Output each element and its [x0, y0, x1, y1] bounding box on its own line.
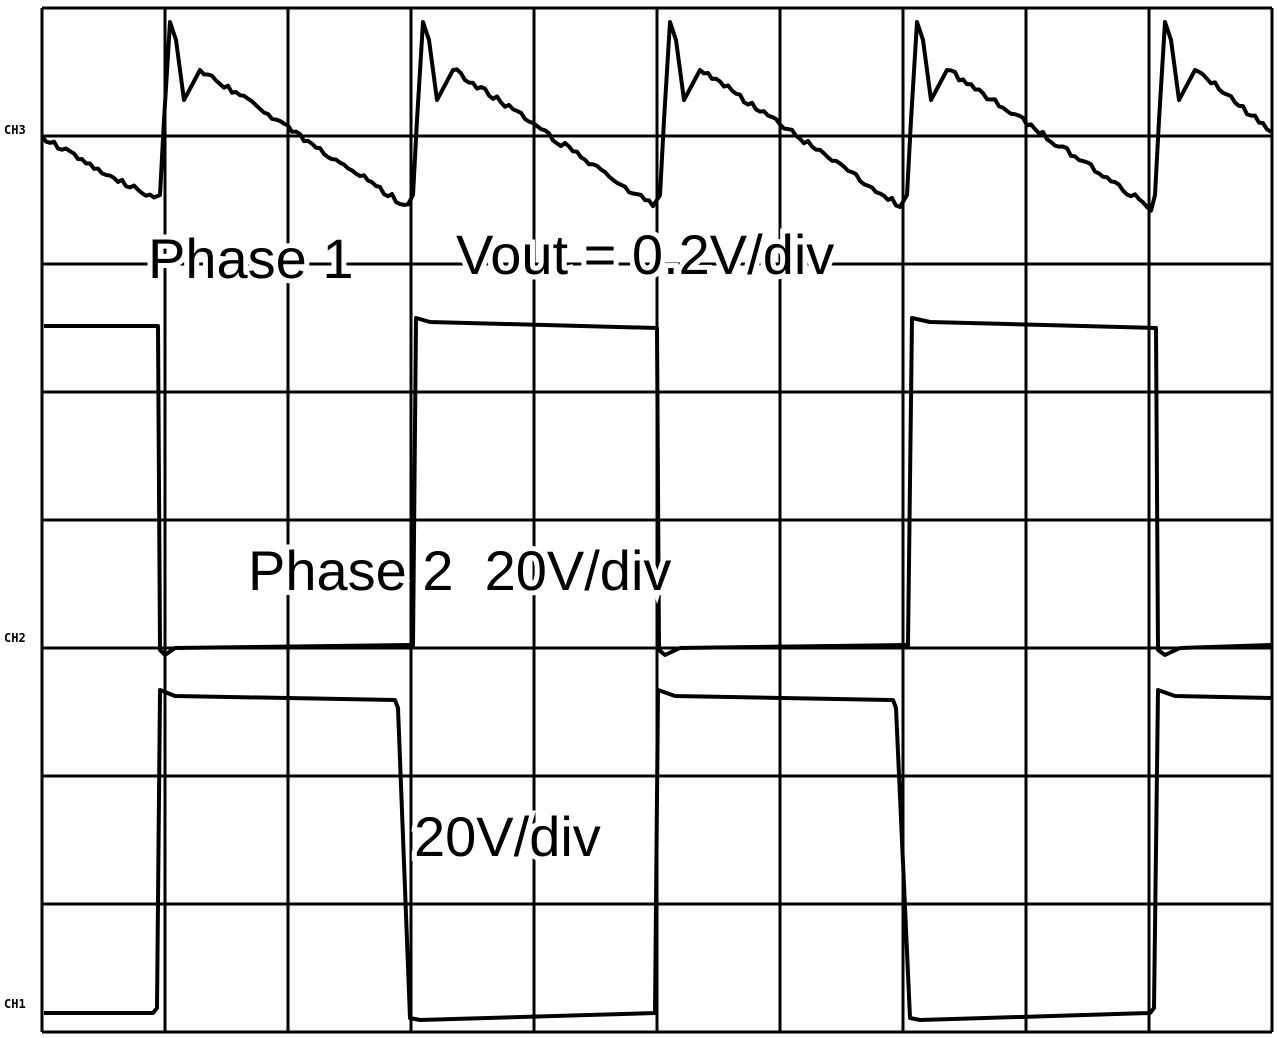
ch2-waveform	[44, 318, 1272, 655]
channel-label: CH3	[4, 123, 26, 137]
channel-label: CH2	[4, 631, 26, 645]
annotation: Vout = 0.2V/div	[456, 223, 834, 286]
annotation: 20V/div	[414, 805, 601, 868]
annotation: Phase 2 20V/div	[248, 539, 671, 602]
annotation: Phase 1	[148, 227, 354, 290]
channel-label: CH1	[4, 997, 26, 1011]
